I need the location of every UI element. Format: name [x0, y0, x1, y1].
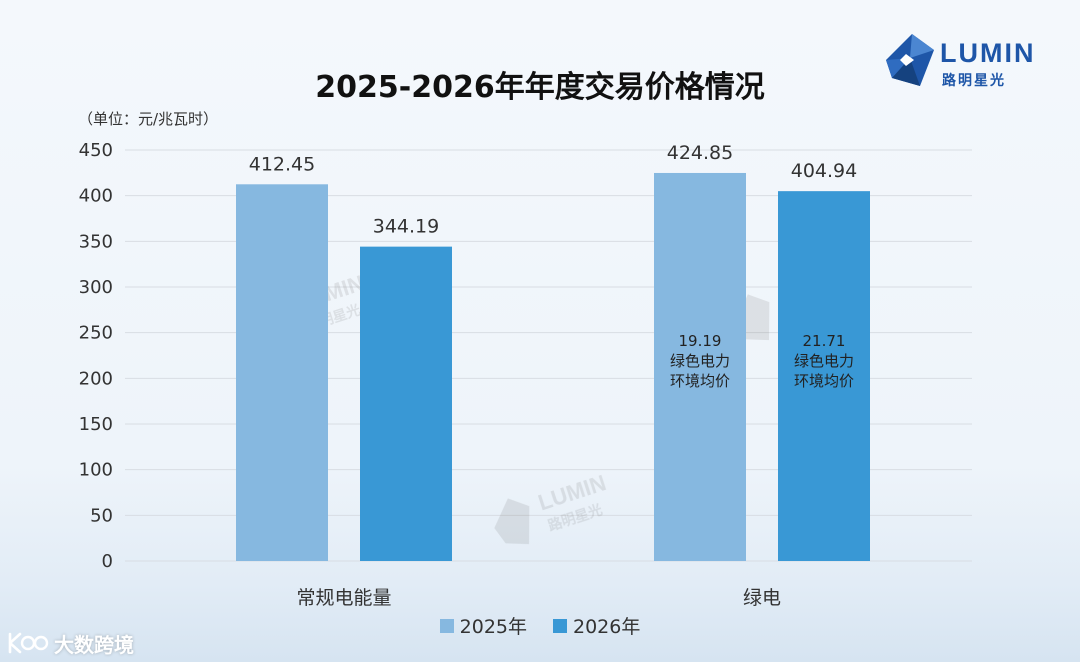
dashu-logo-icon: [8, 632, 49, 654]
legend: 2025年 2026年: [0, 612, 1080, 639]
annotation-line-1-2: 环境均价: [794, 372, 854, 390]
y-tick-200: 200: [79, 368, 113, 389]
lumin-star-icon: [886, 34, 934, 86]
y-tick-450: 450: [79, 140, 113, 161]
chart-title: 2025-2026年年度交易价格情况: [315, 70, 765, 105]
brand-name: 大数跨境: [54, 632, 134, 657]
y-tick-250: 250: [79, 323, 113, 344]
data-label-0-1: 344.19: [373, 216, 439, 238]
y-tick-350: 350: [79, 231, 113, 252]
legend-label-2026: 2026年: [573, 616, 641, 638]
legend-item-2026: 2026年: [553, 612, 640, 639]
y-tick-300: 300: [79, 277, 113, 298]
legend-label-2025: 2025年: [459, 616, 527, 638]
annotation-line-1-1: 绿色电力: [794, 352, 854, 370]
bar-1-0: [654, 172, 746, 561]
y-tick-400: 400: [79, 186, 113, 207]
y-tick-50: 50: [90, 505, 113, 526]
annotation-line-0-2: 环境均价: [670, 372, 730, 390]
lumin-logo: LUMIN 路明星光: [882, 32, 1042, 89]
annotation-line-0-0: 19.19: [679, 332, 722, 350]
x-tick-0: 常规电能量: [296, 587, 391, 609]
y-tick-100: 100: [79, 460, 113, 481]
bar-0-1: [360, 246, 452, 561]
unit-label: （单位：元/兆瓦时）: [78, 110, 219, 128]
logo-subtitle: 路明星光: [942, 73, 1006, 89]
y-tick-150: 150: [79, 414, 113, 435]
legend-swatch-2025: [439, 618, 454, 633]
watermark-icon-2: [494, 498, 530, 545]
annotation-line-0-1: 绿色电力: [670, 352, 730, 370]
legend-swatch-2026: [553, 618, 567, 633]
annotation-1: 21.71 绿色电力环境均价: [794, 332, 854, 390]
annotation-line-1-0: 21.71: [803, 332, 846, 350]
y-tick-0: 0: [102, 551, 113, 572]
brand-footer: 大数跨境: [6, 628, 134, 658]
data-label-1-0: 424.85: [667, 142, 733, 164]
logo-name: LUMIN: [940, 38, 1036, 68]
x-tick-1: 绿电: [743, 587, 781, 609]
data-label-1-1: 404.94: [791, 160, 857, 182]
legend-item-2025: 2025年: [439, 612, 527, 639]
bar-1-1: [778, 191, 870, 562]
bar-0-0: [236, 184, 328, 562]
annotation-0: 19.19 绿色电力环境均价: [670, 332, 730, 390]
data-label-0-0: 412.45: [249, 153, 315, 175]
